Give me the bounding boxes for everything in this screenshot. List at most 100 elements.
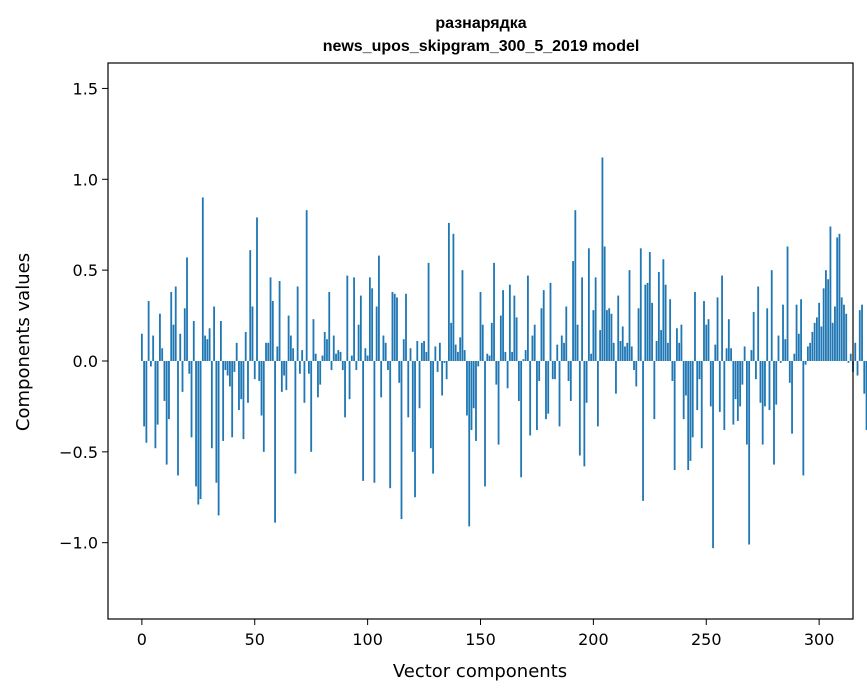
- bar: [303, 360, 306, 403]
- bar: [583, 360, 586, 467]
- bar: [332, 335, 335, 361]
- x-tick-label: 300: [804, 630, 835, 649]
- bar: [344, 360, 346, 418]
- bar: [624, 346, 626, 361]
- bar: [721, 275, 723, 361]
- bar: [145, 360, 148, 443]
- bar: [809, 342, 812, 361]
- bar: [434, 346, 437, 361]
- bar: [660, 330, 663, 361]
- bar: [502, 290, 504, 361]
- y-axis: −1.0 −0.5 0.0 0.5 1.0 1.5: [59, 79, 108, 553]
- bar: [736, 360, 739, 421]
- bar: [770, 270, 773, 361]
- bar: [662, 259, 665, 361]
- bar: [700, 360, 703, 449]
- bar: [727, 319, 730, 361]
- bar: [380, 360, 383, 398]
- bar: [705, 324, 708, 361]
- bar: [669, 299, 672, 361]
- bar: [664, 284, 667, 361]
- bar: [578, 360, 581, 456]
- bar: [443, 360, 446, 363]
- bar: [233, 360, 236, 372]
- bar: [538, 360, 541, 381]
- bar: [461, 270, 464, 361]
- bar: [531, 335, 534, 361]
- bar: [723, 360, 726, 431]
- x-tick-label: 200: [578, 630, 609, 649]
- bar: [292, 348, 295, 361]
- bar: [691, 360, 694, 438]
- bar: [495, 360, 498, 385]
- bar: [802, 360, 805, 476]
- y-tick-label: −0.5: [59, 443, 98, 462]
- bar: [676, 328, 678, 361]
- bar: [470, 360, 473, 431]
- bar: [865, 360, 867, 431]
- bar: [427, 262, 430, 361]
- bar: [829, 226, 832, 361]
- bar: [558, 360, 561, 427]
- bar: [247, 360, 249, 403]
- bar: [382, 335, 385, 361]
- y-tick-label: 1.0: [73, 170, 98, 189]
- bar: [834, 306, 836, 361]
- bar: [378, 255, 380, 361]
- bar: [617, 295, 620, 361]
- bar: [773, 360, 775, 465]
- bar: [350, 355, 353, 361]
- x-axis: 0 50 100 150 200 250 300: [137, 619, 835, 649]
- bar: [405, 293, 407, 361]
- y-tick-label: 0.5: [73, 261, 98, 280]
- bar: [208, 328, 211, 361]
- bar: [657, 271, 660, 361]
- bar: [156, 360, 159, 425]
- bar: [745, 360, 748, 445]
- bar: [581, 277, 583, 361]
- bar: [490, 322, 493, 361]
- bar: [262, 360, 265, 452]
- bar: [549, 282, 552, 361]
- bar: [317, 360, 319, 398]
- bar: [256, 217, 258, 361]
- bar: [698, 360, 701, 380]
- bar: [450, 322, 453, 361]
- bar: [513, 295, 516, 361]
- bar: [732, 360, 735, 425]
- bar: [170, 291, 173, 361]
- bar: [551, 360, 554, 380]
- bar: [260, 360, 263, 416]
- bar: [813, 322, 816, 361]
- bar: [838, 233, 841, 361]
- bar: [757, 286, 760, 361]
- bar: [339, 351, 342, 361]
- bar: [231, 360, 234, 438]
- bar: [689, 360, 692, 461]
- bar: [845, 313, 848, 361]
- bar: [224, 360, 227, 371]
- bar: [445, 360, 448, 380]
- bar: [827, 279, 830, 361]
- bar: [739, 360, 742, 407]
- bar: [784, 339, 787, 361]
- bar: [441, 360, 444, 396]
- bar: [524, 350, 527, 361]
- bar: [466, 360, 468, 416]
- bar: [447, 222, 450, 361]
- bar: [497, 360, 500, 445]
- bar: [181, 360, 184, 392]
- bar: [468, 360, 471, 527]
- bar: [258, 360, 261, 381]
- bar: [409, 348, 412, 361]
- bar: [274, 360, 276, 523]
- bar: [694, 291, 696, 361]
- bar: [533, 324, 536, 361]
- bar: [797, 333, 800, 361]
- bar: [298, 360, 301, 374]
- bar: [477, 360, 480, 367]
- bar: [644, 284, 647, 361]
- bar: [606, 310, 608, 361]
- y-tick-label: −1.0: [59, 534, 98, 553]
- bar: [197, 360, 200, 505]
